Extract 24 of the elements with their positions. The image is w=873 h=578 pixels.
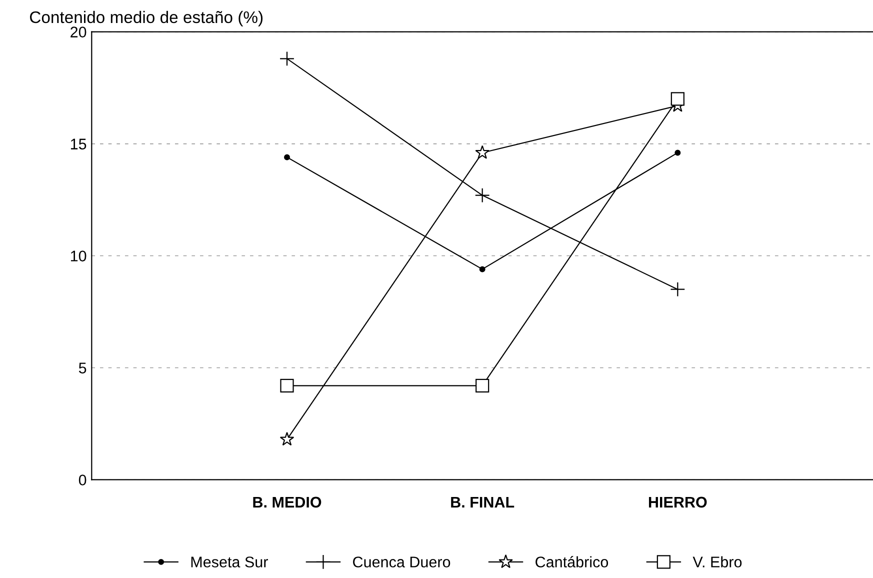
- point: [670, 282, 686, 297]
- y-tick-label: 5: [78, 362, 86, 374]
- y-tick-label: 15: [70, 138, 86, 150]
- x-tick-label: B. MEDIO: [253, 496, 322, 508]
- legend-label: Cuenca Duero: [353, 556, 450, 568]
- point: [479, 266, 486, 272]
- point: [476, 378, 490, 392]
- y-tick-label: 0: [78, 474, 86, 486]
- chart-title: Contenido medio de estaño (%): [30, 10, 263, 26]
- point: [670, 92, 684, 106]
- point: [280, 51, 294, 66]
- point: [475, 145, 490, 159]
- legend-label: V. Ebro: [692, 556, 742, 568]
- y-tick-label: 10: [70, 250, 86, 262]
- point: [474, 188, 490, 203]
- y-tick-label: 20: [70, 26, 86, 38]
- point: [280, 432, 294, 446]
- point: [284, 154, 290, 160]
- legend-label: Cantábrico: [536, 556, 608, 568]
- point: [674, 150, 681, 156]
- x-tick-label: B. FINAL: [451, 496, 514, 508]
- legend-label: Meseta Sur: [191, 556, 268, 568]
- x-tick-label: HIERRO: [648, 496, 707, 508]
- point: [280, 378, 294, 392]
